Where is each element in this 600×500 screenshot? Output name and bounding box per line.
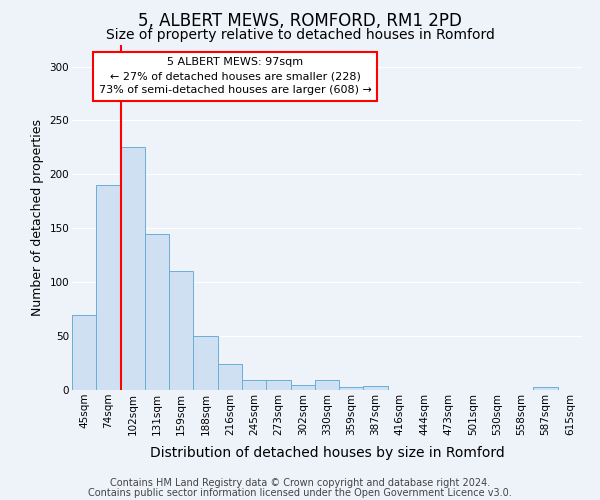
Bar <box>339 387 364 390</box>
Bar <box>364 386 388 390</box>
Y-axis label: Number of detached properties: Number of detached properties <box>31 119 44 316</box>
Bar <box>533 387 558 390</box>
Bar <box>266 380 290 390</box>
Text: 5 ALBERT MEWS: 97sqm
← 27% of detached houses are smaller (228)
73% of semi-deta: 5 ALBERT MEWS: 97sqm ← 27% of detached h… <box>99 57 371 95</box>
Bar <box>218 364 242 390</box>
Bar <box>315 380 339 390</box>
Text: Contains public sector information licensed under the Open Government Licence v3: Contains public sector information licen… <box>88 488 512 498</box>
Bar <box>193 336 218 390</box>
Bar <box>290 384 315 390</box>
Text: Size of property relative to detached houses in Romford: Size of property relative to detached ho… <box>106 28 494 42</box>
X-axis label: Distribution of detached houses by size in Romford: Distribution of detached houses by size … <box>149 446 505 460</box>
Bar <box>169 272 193 390</box>
Bar <box>145 234 169 390</box>
Bar <box>242 380 266 390</box>
Bar <box>121 148 145 390</box>
Text: Contains HM Land Registry data © Crown copyright and database right 2024.: Contains HM Land Registry data © Crown c… <box>110 478 490 488</box>
Bar <box>96 185 121 390</box>
Bar <box>72 314 96 390</box>
Text: 5, ALBERT MEWS, ROMFORD, RM1 2PD: 5, ALBERT MEWS, ROMFORD, RM1 2PD <box>138 12 462 30</box>
